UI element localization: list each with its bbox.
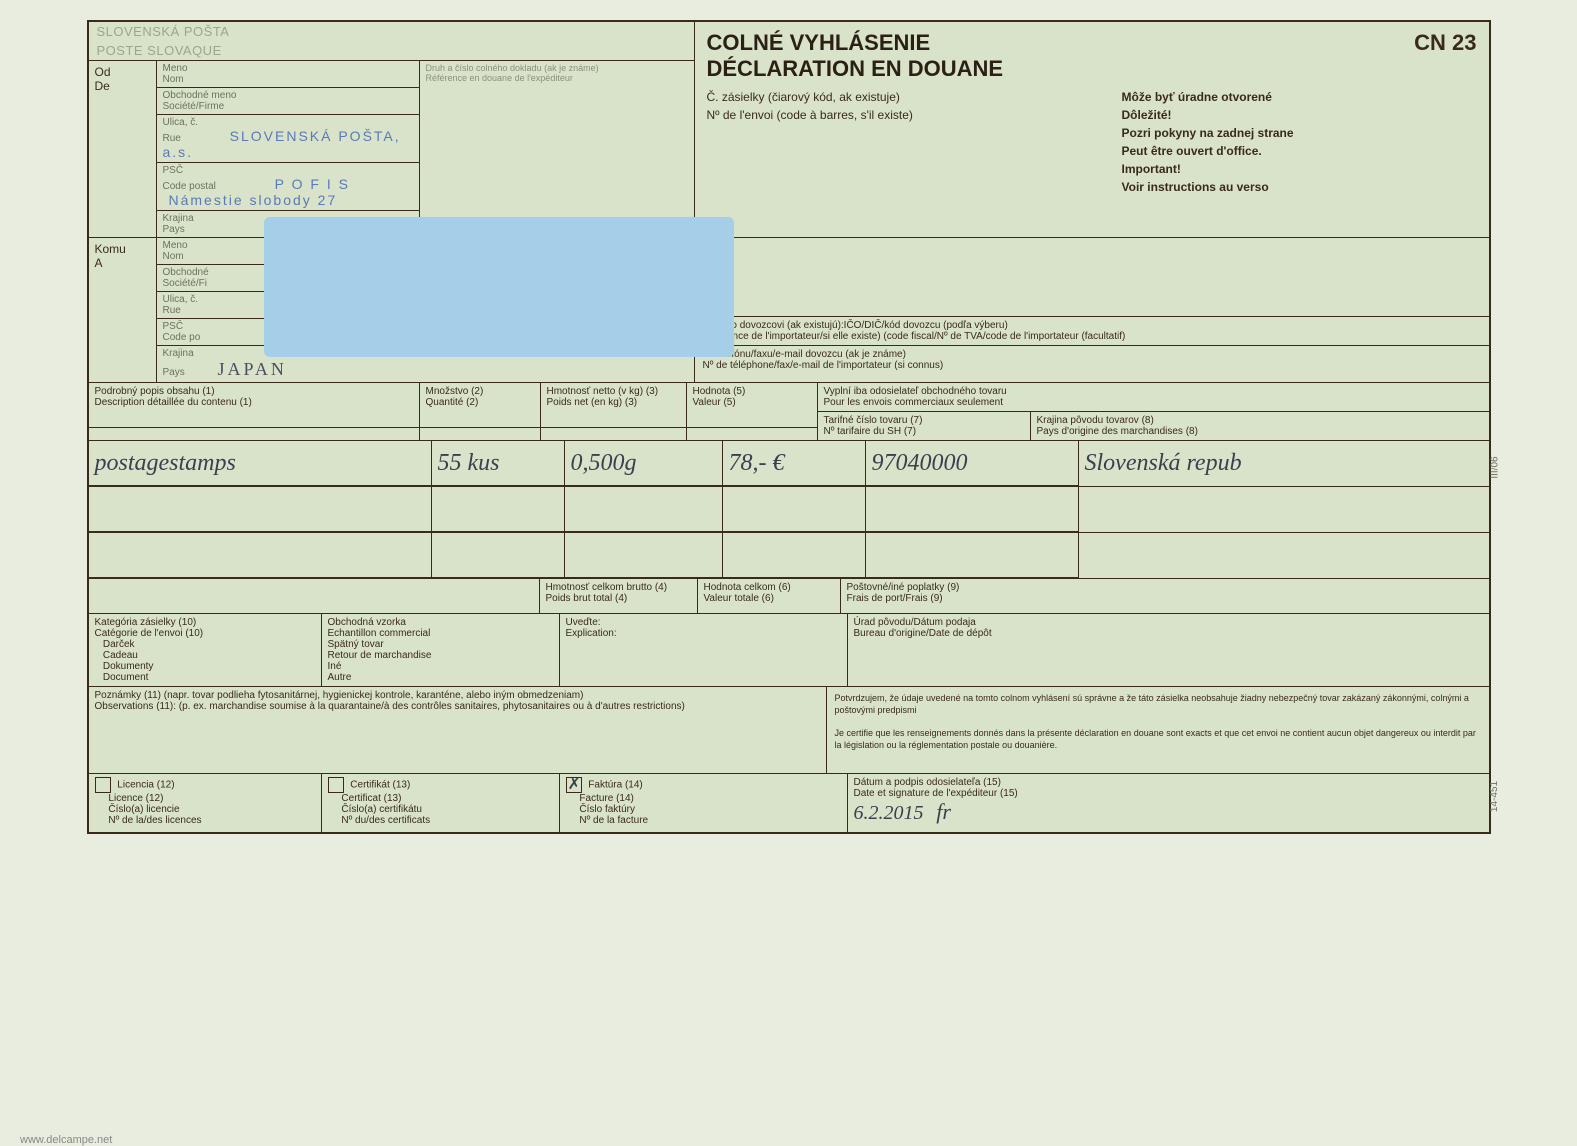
- totals-row: Hmotnosť celkom brutto (4)Poids brut tot…: [89, 579, 1489, 614]
- recipient-country-value: JAPAN: [218, 359, 287, 379]
- tariff-value: 97040000: [872, 450, 968, 477]
- open-fr: Peut être ouvert d'office.: [1122, 142, 1477, 160]
- content-row-1: postagestamps 55 kus 0,500g 78,- € 97040…: [89, 441, 1489, 487]
- certificate-box: Certifikát (13) Certificat (13) Číslo(a)…: [322, 774, 560, 832]
- content-table-header: Podrobný popis obsahu (1)Description dét…: [89, 383, 1489, 441]
- stamp-line3: Námestie slobody 27: [163, 190, 344, 210]
- date-signature-box: Dátum a podpis odosielateľa (15)Date et …: [848, 774, 1489, 832]
- category-main: Kategória zásielky (10)Catégorie de l'en…: [89, 614, 322, 686]
- col-tariff-header: Tarifné číslo tovaru (7)Nº tarifaire du …: [818, 412, 1031, 440]
- origin-value: Slovenská repub: [1085, 450, 1242, 477]
- licence-checkbox[interactable]: [95, 777, 111, 793]
- col-qty-header: Množstvo (2)Quantité (2): [420, 383, 540, 428]
- od-label: Od De: [89, 61, 157, 237]
- sender-fields: MenoNom Obchodné menoSociété/Firme Ulica…: [157, 61, 694, 237]
- col-value-header: Hodnota (5)Valeur (5): [687, 383, 817, 428]
- post-name-fr: POSTE SLOVAQUE: [89, 41, 694, 60]
- sender-psc-field: PSČCode postal P O F I S Námestie slobod…: [157, 163, 419, 211]
- value-total-label: Hodnota celkom (6)Valeur totale (6): [698, 579, 841, 613]
- barcode-label-sk: Č. zásielky (čiarový kód, ak existuje): [707, 88, 1062, 106]
- post-name-sk: SLOVENSKÁ POŠTA: [89, 22, 694, 41]
- sender-street-field: Ulica, č.Rue SLOVENSKÁ POŠTA, a.s.: [157, 115, 419, 163]
- customs-ref-box: Druh a číslo colného dokladu (ak je znám…: [419, 61, 694, 237]
- instructions-fr: Voir instructions au verso: [1122, 178, 1477, 196]
- importer-contact: Č. telefónu/faxu/e-mail dovozcu (ak je z…: [695, 346, 1489, 374]
- weight-total-label: Hmotnosť celkom brutto (4)Poids brut tot…: [540, 579, 698, 613]
- side-code-1: III/06: [1490, 456, 1501, 478]
- sender-block: SLOVENSKÁ POŠTA POSTE SLOVAQUE Od De Men…: [89, 22, 695, 237]
- desc-value: postagestamps: [95, 450, 236, 477]
- col-desc-header: Podrobný popis obsahu (1)Description dét…: [89, 383, 419, 428]
- declaration-header: COLNÉ VYHLÁSENIE CN 23 DÉCLARATION EN DO…: [695, 22, 1489, 237]
- title-sk: COLNÉ VYHLÁSENIE: [707, 30, 931, 55]
- content-row-2: [89, 487, 1489, 533]
- header-section: SLOVENSKÁ POŠTA POSTE SLOVAQUE Od De Men…: [89, 22, 1489, 238]
- sender-name-field: MenoNom: [157, 61, 419, 88]
- certification-text: Potvrdzujem, že údaje uvedené na tomto c…: [827, 687, 1489, 773]
- invoice-checkbox[interactable]: [566, 777, 582, 793]
- watermark: www.delcampe.net: [20, 1134, 112, 1146]
- qty-value: 55 kus: [438, 450, 500, 477]
- stamp-line1: SLOVENSKÁ POŠTA, a.s.: [163, 126, 401, 162]
- importer-info: Údaje o dovozcovi (ak existujú):IČO/DIČ/…: [695, 316, 1489, 346]
- observations-text: Poznámky (11) (napr. tovar podlieha fyto…: [89, 687, 827, 773]
- col-origin-header: Krajina pôvodu tovarov (8)Pays d'origine…: [1031, 412, 1489, 440]
- importer-block: Údaje o dovozcovi (ak existujú):IČO/DIČ/…: [695, 238, 1489, 382]
- instructions-sk: Pozri pokyny na zadnej strane: [1122, 124, 1477, 142]
- form-code: CN 23: [1414, 30, 1476, 56]
- address-redaction-overlay: [264, 217, 734, 357]
- invoice-box: Faktúra (14) Facture (14) Číslo faktúry …: [560, 774, 848, 832]
- open-sk: Môže byť úradne otvorené: [1122, 88, 1477, 106]
- important-fr: Important!: [1122, 160, 1477, 178]
- title-fr: DÉCLARATION EN DOUANE: [707, 56, 1477, 82]
- bottom-section: Licencia (12) Licence (12) Číslo(a) lice…: [89, 774, 1489, 832]
- content-row-3: [89, 533, 1489, 579]
- category-explain: Uveďte:Explication:: [560, 614, 848, 686]
- postage-label: Poštovné/iné poplatky (9)Frais de port/F…: [841, 579, 1489, 613]
- licence-box: Licencia (12) Licence (12) Číslo(a) lice…: [89, 774, 322, 832]
- col-weight-header: Hmotnosť netto (v kg) (3)Poids net (en k…: [541, 383, 686, 428]
- category-section: Kategória zásielky (10)Catégorie de l'en…: [89, 614, 1489, 687]
- office-origin: Úrad pôvodu/Dátum podajaBureau d'origine…: [848, 614, 1489, 686]
- certificate-checkbox[interactable]: [328, 777, 344, 793]
- signature: fr: [936, 799, 951, 824]
- sender-company-field: Obchodné menoSociété/Firme: [157, 88, 419, 115]
- category-sample: Obchodná vzorkaEchantillon commercial Sp…: [322, 614, 560, 686]
- value-value: 78,- €: [729, 450, 785, 477]
- komu-label: Komu A: [89, 238, 157, 382]
- weight-value: 0,500g: [571, 450, 637, 477]
- barcode-label-fr: Nº de l'envoi (code à barres, s'il exist…: [707, 106, 1062, 124]
- side-code-2: 14-451: [1489, 781, 1500, 812]
- customs-form: III/06 14-451 SLOVENSKÁ POŠTA POSTE SLOV…: [87, 20, 1491, 834]
- date-value: 6.2.2015: [854, 802, 924, 824]
- observations-section: Poznámky (11) (napr. tovar podlieha fyto…: [89, 687, 1489, 774]
- important-sk: Dôležité!: [1122, 106, 1477, 124]
- commercial-header: Vyplní iba odosielateľ obchodného tovaru…: [818, 383, 1489, 412]
